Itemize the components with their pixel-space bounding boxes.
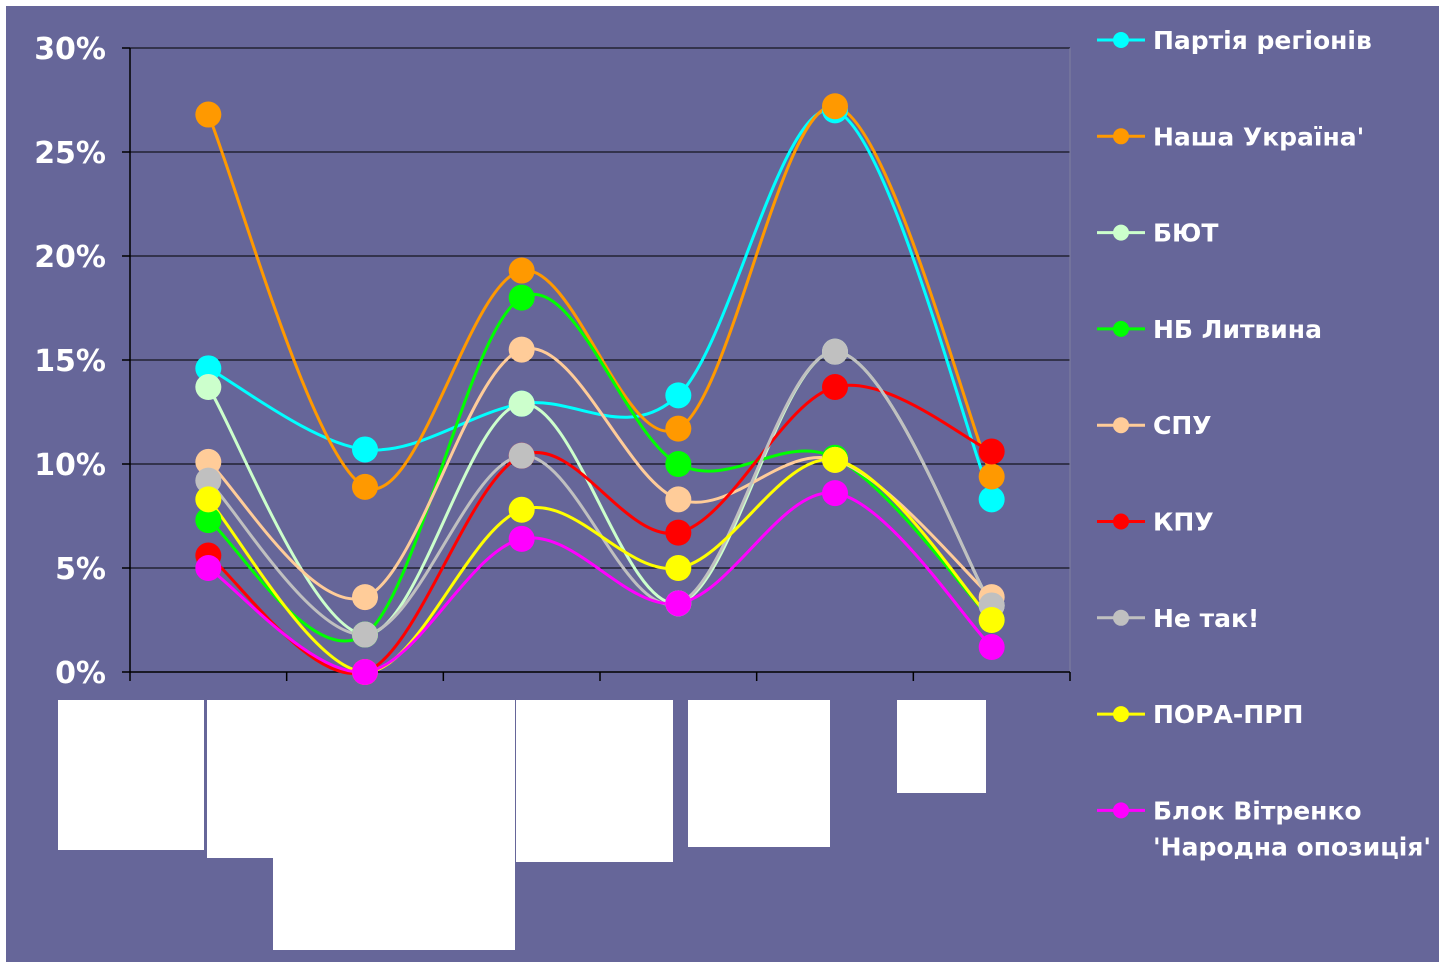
legend-marker	[1113, 417, 1129, 434]
data-point	[978, 486, 1005, 513]
y-tick-label: 30%	[34, 32, 106, 67]
data-point	[195, 467, 222, 494]
legend-marker	[1113, 609, 1129, 626]
data-point	[822, 93, 848, 120]
data-point	[978, 607, 1005, 633]
y-tick-label: 15%	[34, 344, 106, 379]
legend-marker	[1113, 513, 1129, 530]
data-point	[195, 101, 222, 128]
data-point	[822, 446, 848, 473]
data-point	[665, 555, 692, 581]
data-point	[665, 486, 692, 513]
category-label-box	[516, 700, 673, 862]
data-point	[978, 438, 1005, 465]
y-tick-label: 10%	[34, 448, 106, 483]
data-point	[508, 336, 535, 363]
data-point	[822, 374, 848, 401]
legend-marker	[1113, 802, 1129, 819]
data-point	[195, 355, 222, 382]
data-point	[665, 451, 692, 477]
data-point	[665, 519, 692, 546]
legend-label: Наша Україна'	[1153, 122, 1364, 151]
data-point	[508, 442, 535, 469]
legend-marker	[1113, 32, 1129, 48]
legend-label: Блок Вітренко	[1153, 796, 1362, 825]
data-point	[508, 496, 535, 523]
data-point	[978, 463, 1005, 490]
legend-label: Партія регіонів	[1153, 26, 1372, 55]
y-tick-label: 0%	[55, 656, 106, 691]
data-point	[352, 659, 378, 685]
data-point	[665, 415, 692, 442]
series-line	[206, 104, 994, 491]
x-axis-category-labels: ЛьвівськаЧеркаськаДніпропетровськаХарків…	[58, 700, 986, 950]
y-axis-ticks: 0% 5% 10% 15% 20% 25% 30%	[34, 32, 130, 691]
data-point	[665, 590, 692, 617]
data-point	[822, 480, 848, 507]
data-point	[352, 473, 378, 500]
data-point	[508, 525, 535, 552]
category-label-box	[58, 700, 204, 850]
series-line	[207, 458, 993, 674]
legend: Партія регіонів Наша Україна' БЮТ НБ Литвин…	[1097, 26, 1431, 861]
data-point	[352, 436, 378, 463]
category-label-box-overlay	[273, 785, 515, 950]
legend-marker	[1113, 320, 1129, 337]
data-point	[508, 284, 535, 311]
y-tick-label: 25%	[34, 136, 106, 171]
y-tick-label: 20%	[34, 240, 106, 275]
data-point	[195, 374, 222, 401]
data-point	[195, 448, 222, 475]
category-label-box	[688, 700, 830, 847]
legend-marker	[1113, 128, 1129, 145]
legend-label-line2: 'Народна опозиція'	[1153, 832, 1431, 861]
data-point	[352, 621, 378, 648]
data-point	[665, 382, 692, 409]
data-point	[978, 634, 1005, 661]
data-point	[195, 555, 222, 581]
data-point	[352, 584, 378, 611]
legend-label: ПОРА-ПРП	[1153, 700, 1303, 729]
legend-label: Не так!	[1153, 604, 1259, 633]
legend-label: СПУ	[1153, 411, 1212, 440]
data-point	[508, 390, 535, 417]
data-point	[195, 486, 222, 513]
data-point	[822, 338, 848, 365]
legend-marker	[1113, 706, 1129, 723]
category-label-box	[897, 700, 986, 793]
data-point	[195, 507, 222, 534]
series-line	[207, 491, 993, 674]
series-markers	[195, 93, 1005, 685]
data-point	[508, 257, 535, 284]
legend-label: БЮТ	[1153, 219, 1218, 248]
legend-label: КПУ	[1153, 508, 1214, 537]
legend-marker	[1113, 224, 1129, 241]
legend-label: НБ Литвина	[1153, 315, 1322, 344]
y-tick-label: 5%	[55, 552, 106, 587]
